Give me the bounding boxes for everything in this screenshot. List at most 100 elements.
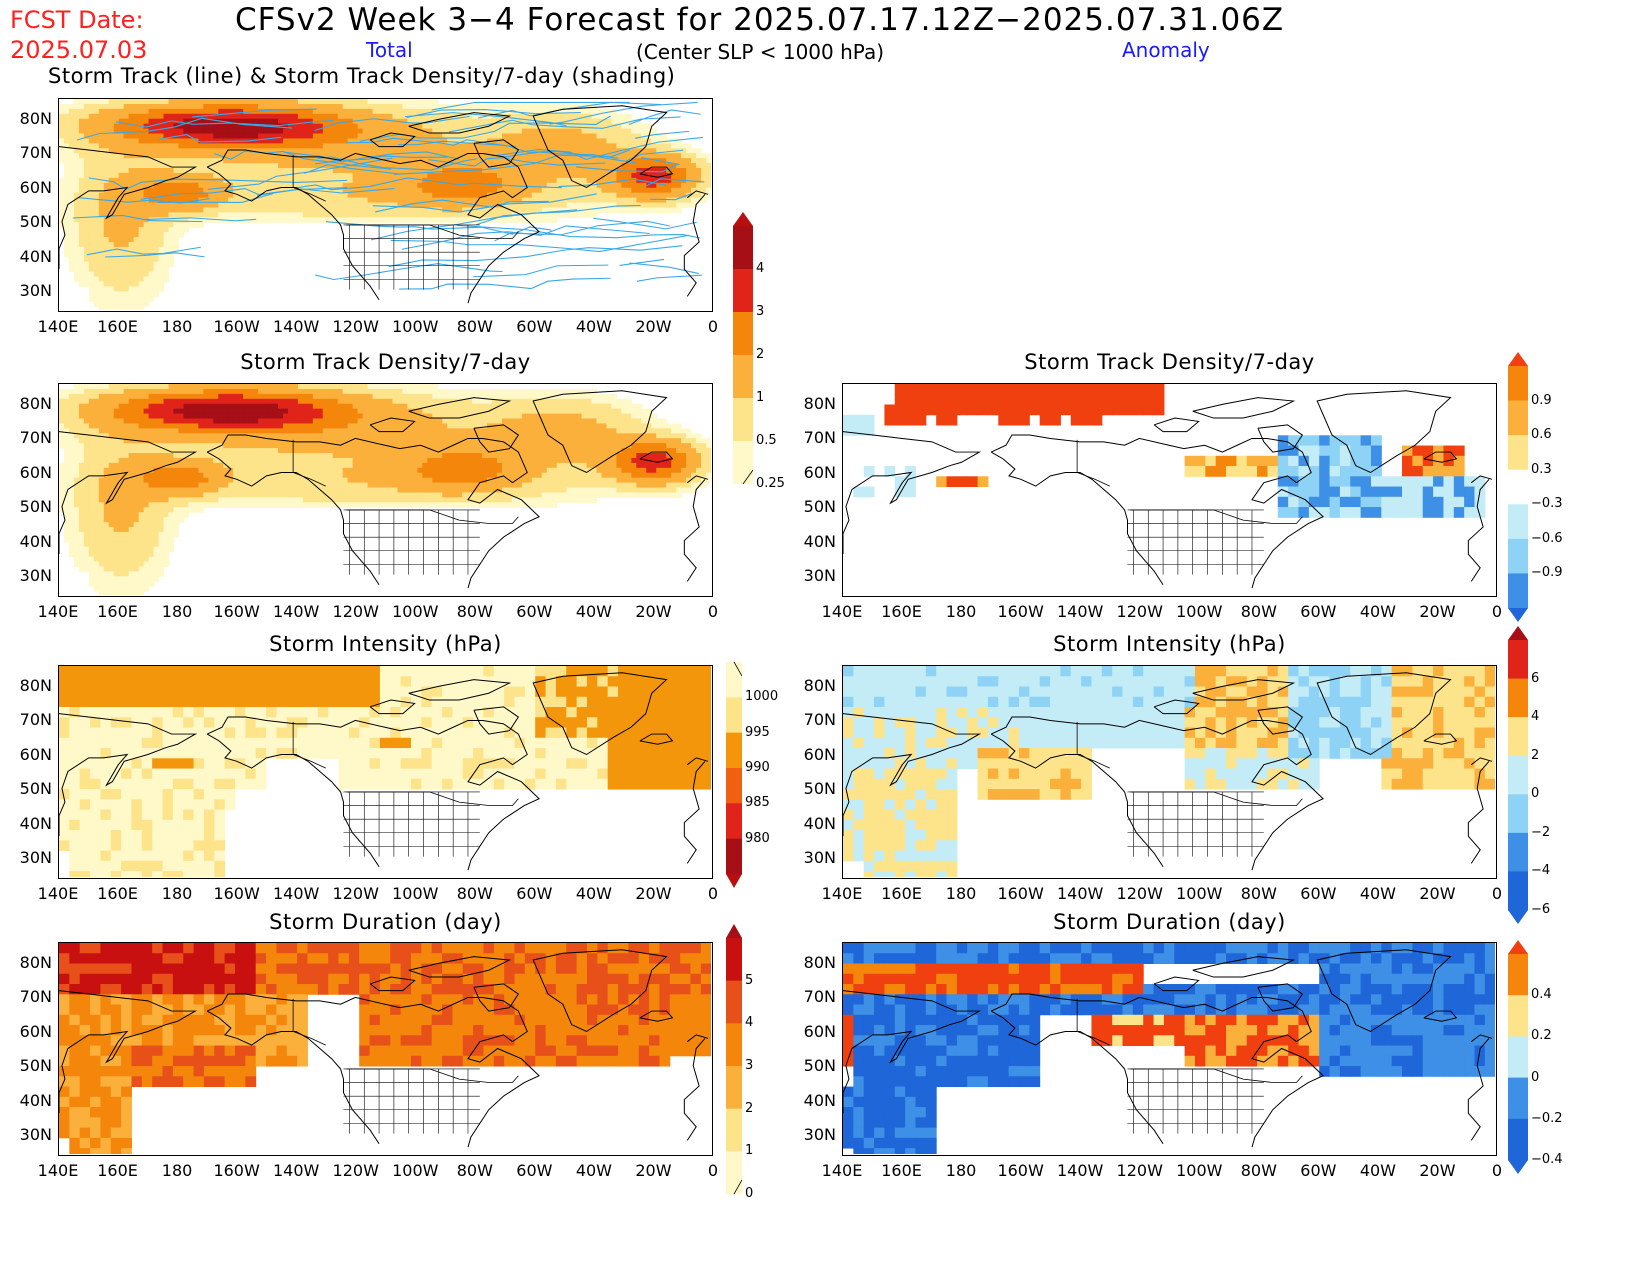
colorbar-duration-anom	[1508, 940, 1528, 1174]
lon-tick-label: 40W	[575, 602, 612, 621]
colorbar-label: −0.4	[1531, 1152, 1563, 1167]
lat-tick-label: 80N	[803, 952, 836, 972]
lat-tick-label: 50N	[803, 779, 836, 799]
lat-tick-label: 50N	[19, 212, 52, 232]
colorbar-svg	[1508, 352, 1528, 622]
lat-tick-label: 80N	[19, 952, 52, 972]
colorbar-svg	[726, 924, 743, 1195]
colorbar-label: 0	[1531, 1069, 1540, 1085]
lon-tick-label: 0	[707, 317, 719, 336]
lon-tick-label: 80W	[456, 1161, 493, 1180]
lon-tick-label: 60W	[516, 317, 553, 336]
lon-tick-label: 160E	[881, 1161, 922, 1180]
lon-tick-label: 100W	[1176, 884, 1223, 903]
map-canvas	[843, 943, 1495, 1154]
lat-tick-label: 50N	[19, 779, 52, 799]
colorbar-label: 0.5	[756, 433, 777, 448]
lat-tick-label: 60N	[19, 1021, 52, 1041]
colorbar-label: 2	[756, 347, 765, 362]
lon-tick-label: 80W	[456, 602, 493, 621]
lon-tick-label: 20W	[635, 317, 672, 336]
lon-tick-label: 140E	[37, 1161, 79, 1180]
lat-tick-label: 30N	[19, 281, 52, 301]
lon-tick-label: 0	[707, 1161, 719, 1180]
colorbar-label: 4	[756, 261, 765, 276]
map-intensity-total	[58, 665, 713, 879]
colorbar-label: 3	[756, 304, 765, 319]
lon-tick-label: 40W	[575, 884, 612, 903]
lon-tick-label: 60W	[1300, 1161, 1337, 1180]
lon-tick-label: 120W	[332, 884, 379, 903]
lon-tick-label: 140E	[37, 317, 79, 336]
lon-tick-label: 0	[1491, 602, 1503, 621]
lon-tick-label: 160E	[881, 884, 922, 903]
lon-tick-label: 20W	[635, 1161, 672, 1180]
colorbar-label: 0	[1531, 786, 1540, 802]
lon-tick-label: 20W	[635, 884, 672, 903]
panel-title-duration-anom: Storm Duration (day)	[1053, 910, 1286, 934]
lon-tick-label: 20W	[1419, 1161, 1456, 1180]
lon-tick-label: 60W	[1300, 884, 1337, 903]
lat-tick-label: 40N	[19, 246, 52, 266]
lon-tick-label: 160E	[97, 602, 138, 621]
lon-tick-label: 140E	[821, 602, 863, 621]
colorbar-label: 6	[1531, 670, 1540, 686]
map-density-total	[58, 383, 713, 597]
lon-tick-label: 160E	[97, 884, 138, 903]
lat-tick-label: 80N	[19, 675, 52, 695]
colorbar-label: −0.9	[1531, 565, 1563, 581]
lon-tick-label: 140E	[821, 1161, 863, 1180]
colorbar-label: 0.3	[1531, 461, 1552, 477]
lat-tick-label: 80N	[19, 393, 52, 413]
lon-tick-label: 80W	[1240, 884, 1277, 903]
colorbar-label: −6	[1531, 902, 1551, 917]
lon-tick-label: 140E	[821, 884, 863, 903]
lat-tick-label: 60N	[803, 1021, 836, 1041]
lon-tick-label: 20W	[1419, 602, 1456, 621]
lat-tick-label: 30N	[19, 848, 52, 868]
lon-tick-label: 120W	[332, 1161, 379, 1180]
lon-tick-label: 60W	[1300, 602, 1337, 621]
colorbar-label: 2	[745, 1100, 754, 1116]
map-canvas	[59, 666, 711, 877]
lon-tick-label: 60W	[516, 884, 553, 903]
lat-tick-label: 40N	[803, 531, 836, 551]
colorbar-label: 4	[1531, 709, 1540, 725]
map-canvas	[843, 666, 1495, 877]
lon-tick-label: 120W	[1116, 1161, 1163, 1180]
lon-tick-label: 80W	[1240, 1161, 1277, 1180]
colorbar-label: 1000	[745, 689, 779, 705]
lat-tick-label: 30N	[803, 848, 836, 868]
colorbar-label: −4	[1531, 863, 1551, 879]
total-label: Total	[366, 38, 413, 62]
lon-tick-label: 60W	[516, 1161, 553, 1180]
lon-tick-label: 0	[1491, 1161, 1503, 1180]
panel-title-duration-total: Storm Duration (day)	[269, 910, 502, 934]
lon-tick-label: 180	[161, 1161, 193, 1180]
lon-tick-label: 40W	[1359, 1161, 1396, 1180]
lat-tick-label: 60N	[19, 462, 52, 482]
page-title: CFSv2 Week 3−4 Forecast for 2025.07.17.1…	[235, 2, 1285, 38]
map-canvas	[59, 943, 711, 1154]
lon-tick-label: 140E	[37, 602, 79, 621]
subtitle: (Center SLP < 1000 hPa)	[636, 40, 884, 64]
lon-tick-label: 0	[1491, 884, 1503, 903]
lon-tick-label: 180	[945, 1161, 977, 1180]
colorbar-label: 1	[745, 1143, 754, 1159]
lat-tick-label: 30N	[803, 1125, 836, 1145]
map-canvas	[843, 384, 1493, 589]
lon-tick-label: 140W	[1056, 884, 1104, 903]
map-duration-anom	[842, 942, 1497, 1156]
colorbar-label: 990	[745, 760, 770, 775]
lon-tick-label: 100W	[392, 884, 439, 903]
lon-tick-label: 20W	[1419, 884, 1456, 903]
lat-tick-label: 30N	[803, 566, 836, 586]
lon-tick-label: 180	[161, 884, 193, 903]
lon-tick-label: 180	[945, 884, 977, 903]
lat-tick-label: 80N	[19, 108, 52, 128]
lon-tick-label: 160E	[97, 1161, 138, 1180]
colorbar-intensity-anom	[1508, 626, 1528, 924]
lat-tick-label: 70N	[19, 987, 52, 1007]
lon-tick-label: 40W	[575, 1161, 612, 1180]
anomaly-label: Anomaly	[1122, 38, 1210, 62]
